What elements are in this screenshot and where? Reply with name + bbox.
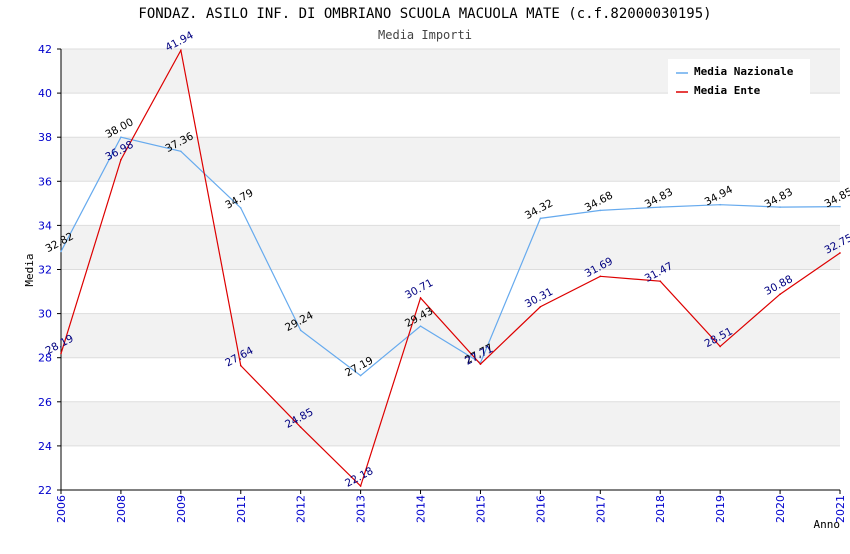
data-point-ente bbox=[299, 426, 302, 428]
data-point-nazionale bbox=[839, 205, 841, 208]
y-axis-label: Media bbox=[23, 253, 36, 286]
x-tick-label: 2014 bbox=[415, 495, 428, 523]
data-point-nazionale bbox=[779, 206, 781, 208]
y-tick-label: 36 bbox=[38, 175, 52, 188]
legend-label-ente: Media Ente bbox=[694, 84, 761, 97]
x-tick-label: 2012 bbox=[295, 495, 308, 523]
x-tick-label: 2021 bbox=[834, 495, 847, 523]
x-axis-label: Anno bbox=[814, 518, 841, 531]
grid-band bbox=[61, 445, 840, 490]
data-point-nazionale bbox=[599, 209, 602, 212]
legend: Media Nazionale Media Ente bbox=[668, 59, 810, 97]
data-point-nazionale bbox=[239, 207, 242, 209]
x-tick-label: 2015 bbox=[474, 495, 487, 523]
grid-band bbox=[61, 401, 840, 446]
y-ticks: 22 24 26 28 30 32 34 36 38 40 42 bbox=[38, 43, 61, 497]
y-tick-label: 22 bbox=[38, 484, 52, 497]
data-point-nazionale bbox=[419, 325, 422, 327]
x-tick-label: 2020 bbox=[774, 495, 787, 523]
data-point-nazionale bbox=[359, 374, 362, 377]
data-point-ente bbox=[659, 280, 662, 282]
data-point-ente bbox=[60, 352, 62, 355]
series-lines bbox=[60, 48, 841, 488]
data-point-ente bbox=[239, 364, 242, 367]
grid-band bbox=[61, 357, 840, 402]
y-tick-label: 28 bbox=[38, 352, 52, 365]
y-tick-label: 26 bbox=[38, 396, 52, 409]
legend-box bbox=[668, 59, 810, 97]
chart-subtitle: Media Importi bbox=[378, 28, 472, 42]
x-tick-label: 2016 bbox=[534, 495, 547, 523]
x-tick-label: 2006 bbox=[55, 495, 68, 523]
y-tick-label: 42 bbox=[38, 43, 52, 56]
x-tick-label: 2013 bbox=[355, 495, 368, 523]
data-point-nazionale bbox=[60, 250, 62, 253]
data-point-nazionale bbox=[539, 217, 542, 220]
grid-band bbox=[61, 93, 840, 138]
x-tick-label: 2018 bbox=[654, 495, 667, 523]
grid-band bbox=[61, 269, 840, 314]
data-point-ente bbox=[479, 363, 482, 365]
data-point-ente bbox=[539, 305, 542, 308]
series-line-ente bbox=[60, 48, 841, 488]
x-ticks: 2006 2008 2009 2011 2012 2013 2014 2015 2016 2017… bbox=[55, 490, 847, 523]
data-point-ente bbox=[719, 345, 721, 348]
legend-label-nazionale: Media Nazionale bbox=[694, 65, 794, 78]
data-point-nazionale bbox=[299, 329, 302, 332]
grid-band bbox=[61, 181, 840, 226]
y-tick-label: 40 bbox=[38, 87, 52, 100]
data-point-nazionale bbox=[719, 203, 721, 206]
x-tick-label: 2017 bbox=[594, 495, 607, 523]
y-tick-label: 24 bbox=[38, 440, 52, 453]
x-tick-label: 2019 bbox=[714, 495, 727, 523]
data-point-ente bbox=[120, 158, 122, 161]
data-point-nazionale bbox=[180, 150, 182, 153]
x-tick-label: 2008 bbox=[115, 495, 128, 523]
data-point-ente bbox=[839, 252, 841, 254]
data-point-nazionale bbox=[120, 136, 122, 138]
x-tick-label: 2011 bbox=[235, 495, 248, 523]
data-point-ente bbox=[359, 485, 362, 487]
y-tick-label: 32 bbox=[38, 264, 52, 277]
y-tick-label: 38 bbox=[38, 131, 52, 144]
y-tick-label: 34 bbox=[38, 219, 52, 232]
data-point-ente bbox=[779, 293, 781, 295]
series-line-nazionale bbox=[60, 136, 841, 377]
y-tick-label: 30 bbox=[38, 308, 52, 321]
chart-title: FONDAZ. ASILO INF. DI OMBRIANO SCUOLA MA… bbox=[138, 6, 711, 22]
data-point-nazionale bbox=[659, 206, 662, 208]
data-point-ente bbox=[180, 49, 182, 52]
grid-band bbox=[61, 137, 840, 182]
x-tick-label: 2009 bbox=[175, 495, 188, 523]
data-point-ente bbox=[419, 297, 422, 299]
grid-bands bbox=[61, 49, 840, 490]
grid-band bbox=[61, 225, 840, 270]
data-point-ente bbox=[599, 275, 602, 278]
